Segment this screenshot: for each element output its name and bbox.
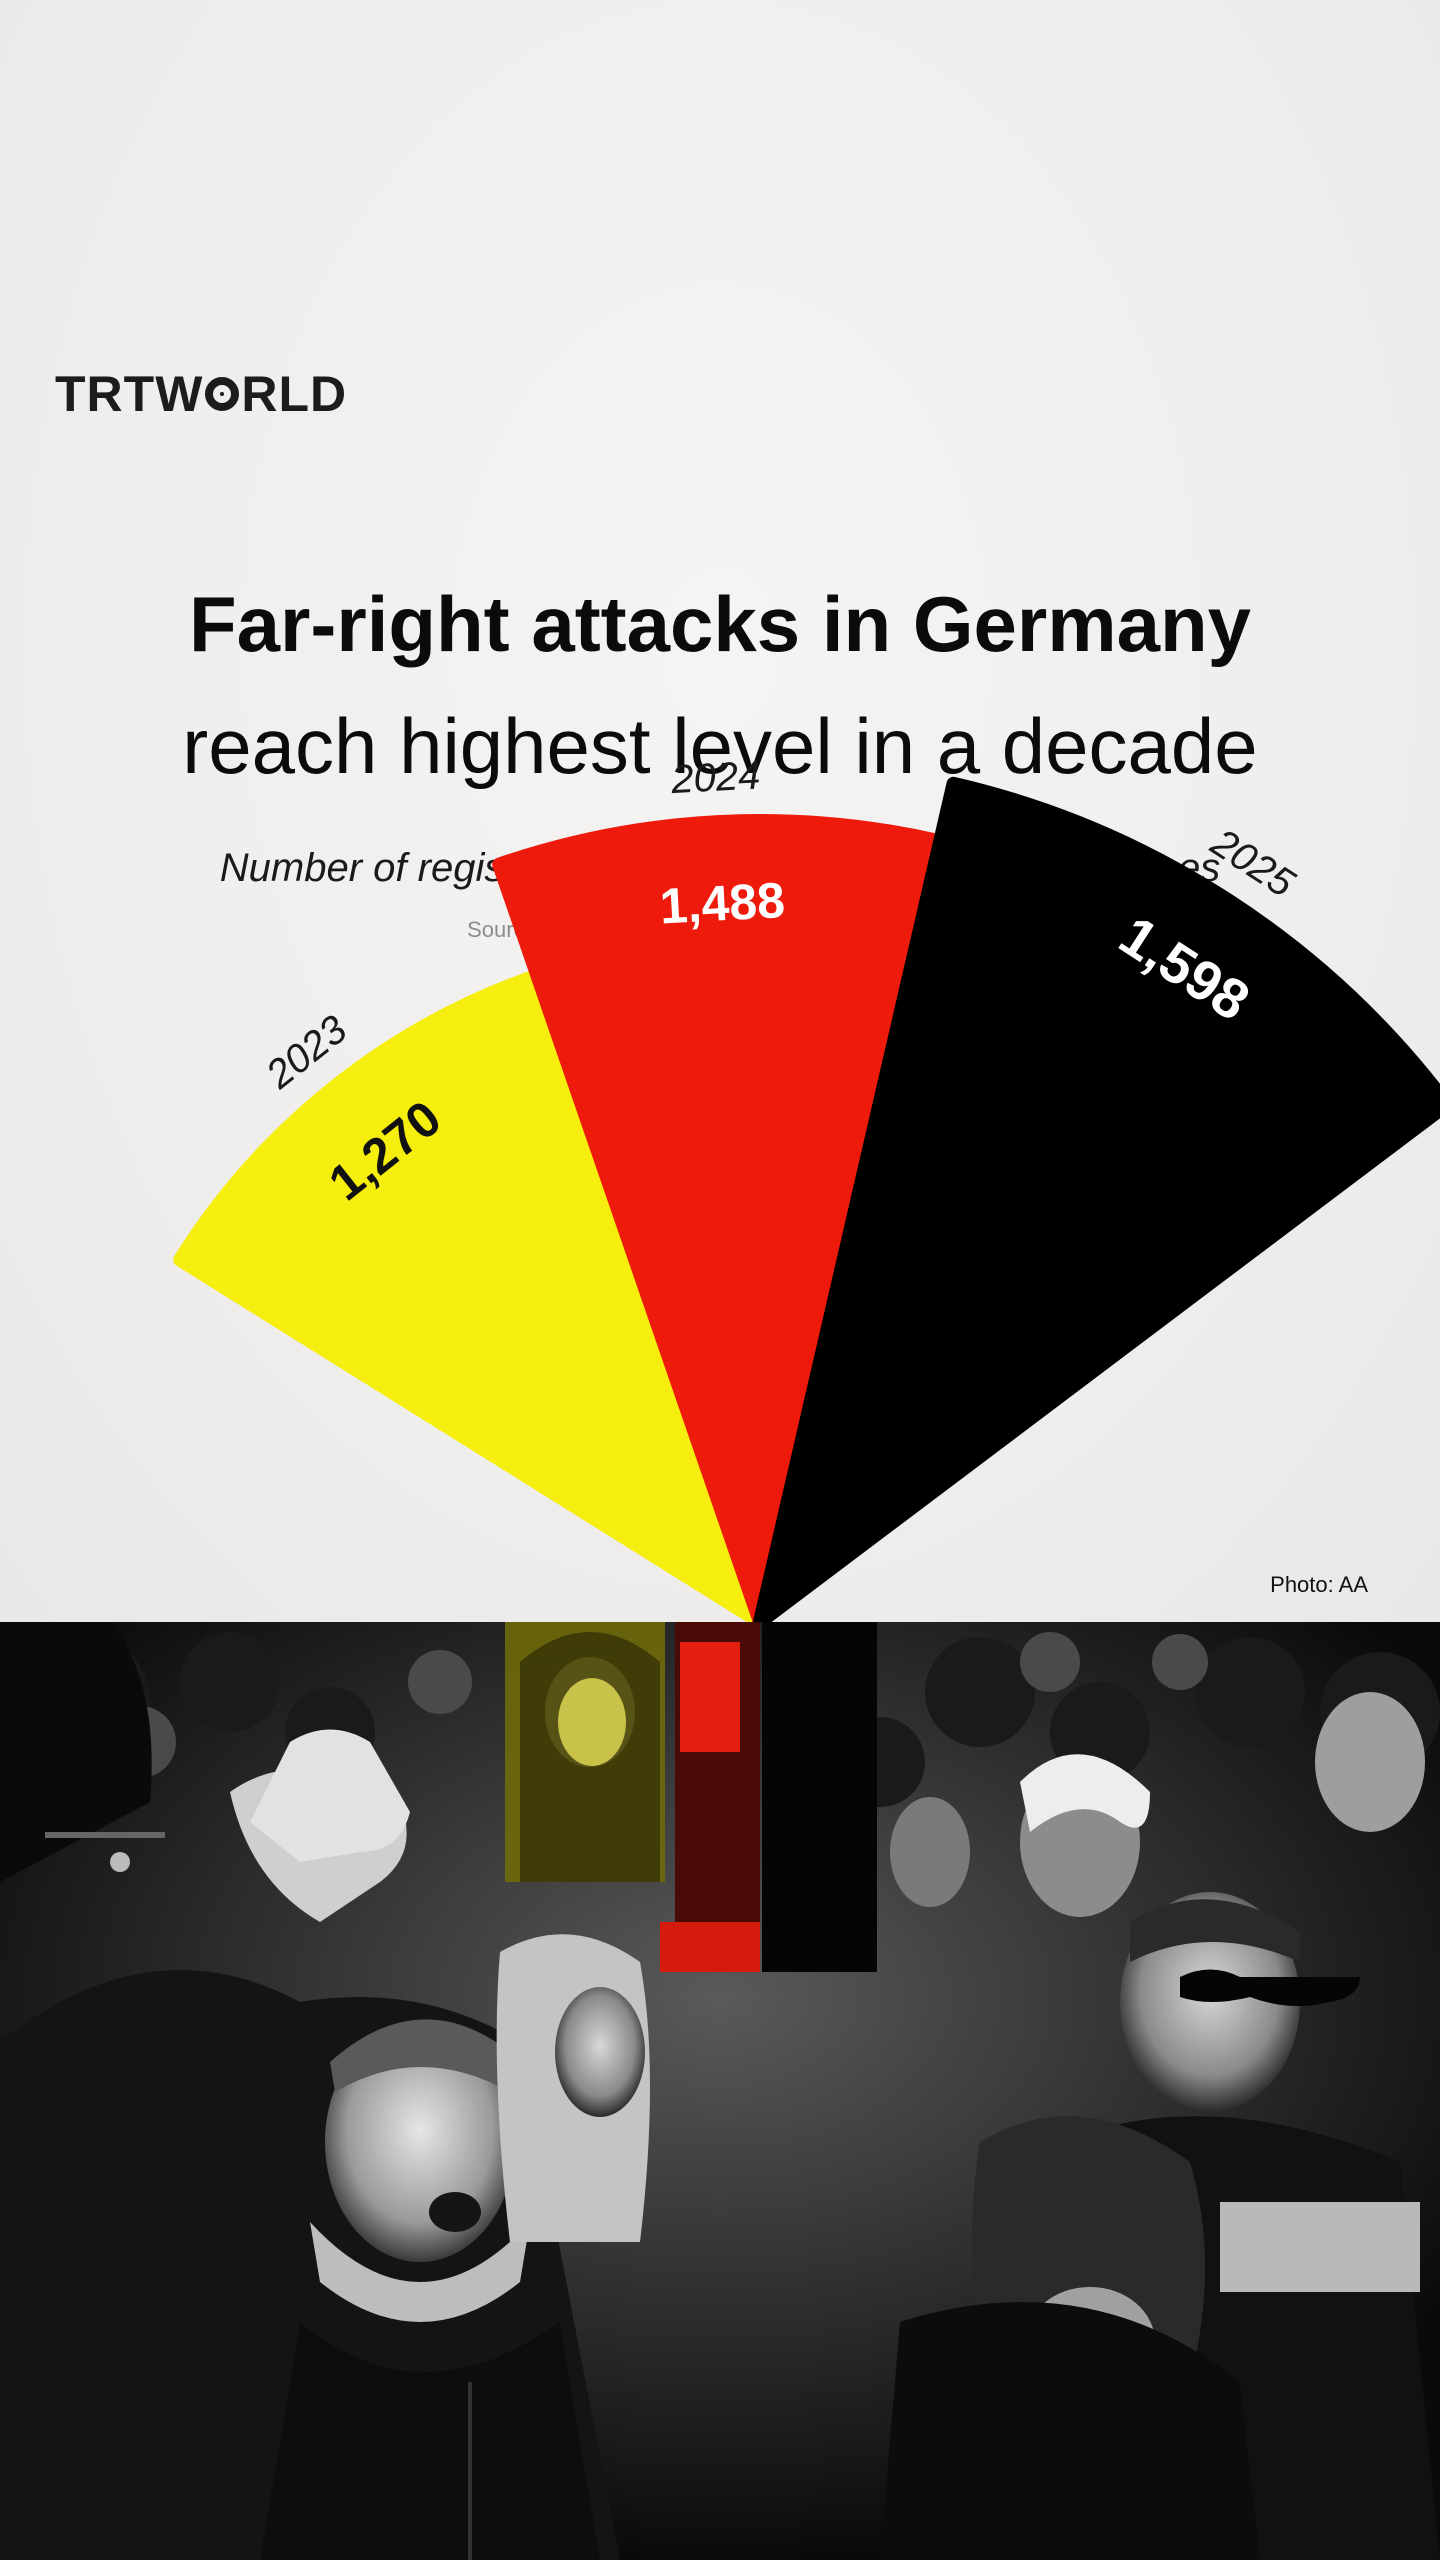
- logo-text-left: TRT: [55, 366, 156, 422]
- wedge-2024: [492, 813, 948, 1622]
- page-title-second-line: reach highest level in a decade: [182, 702, 1258, 790]
- logo-text-w: W: [155, 366, 204, 422]
- wedge-2025: [753, 776, 1440, 1622]
- wedge-2023: [173, 968, 767, 1622]
- trt-world-logo: TRT W RLD: [55, 366, 348, 422]
- logo-ring-icon: [205, 377, 240, 411]
- value-label-2024: 1,488: [658, 872, 786, 934]
- logo-text-right: RLD: [241, 366, 348, 422]
- protest-photo: [0, 1622, 1440, 2560]
- page-title: Far-right attacks in Germany: [189, 580, 1251, 668]
- year-label-2024: 2024: [669, 753, 761, 802]
- photo-credit: Photo: AA: [1270, 1572, 1368, 1597]
- chart-wedges: [173, 776, 1440, 1622]
